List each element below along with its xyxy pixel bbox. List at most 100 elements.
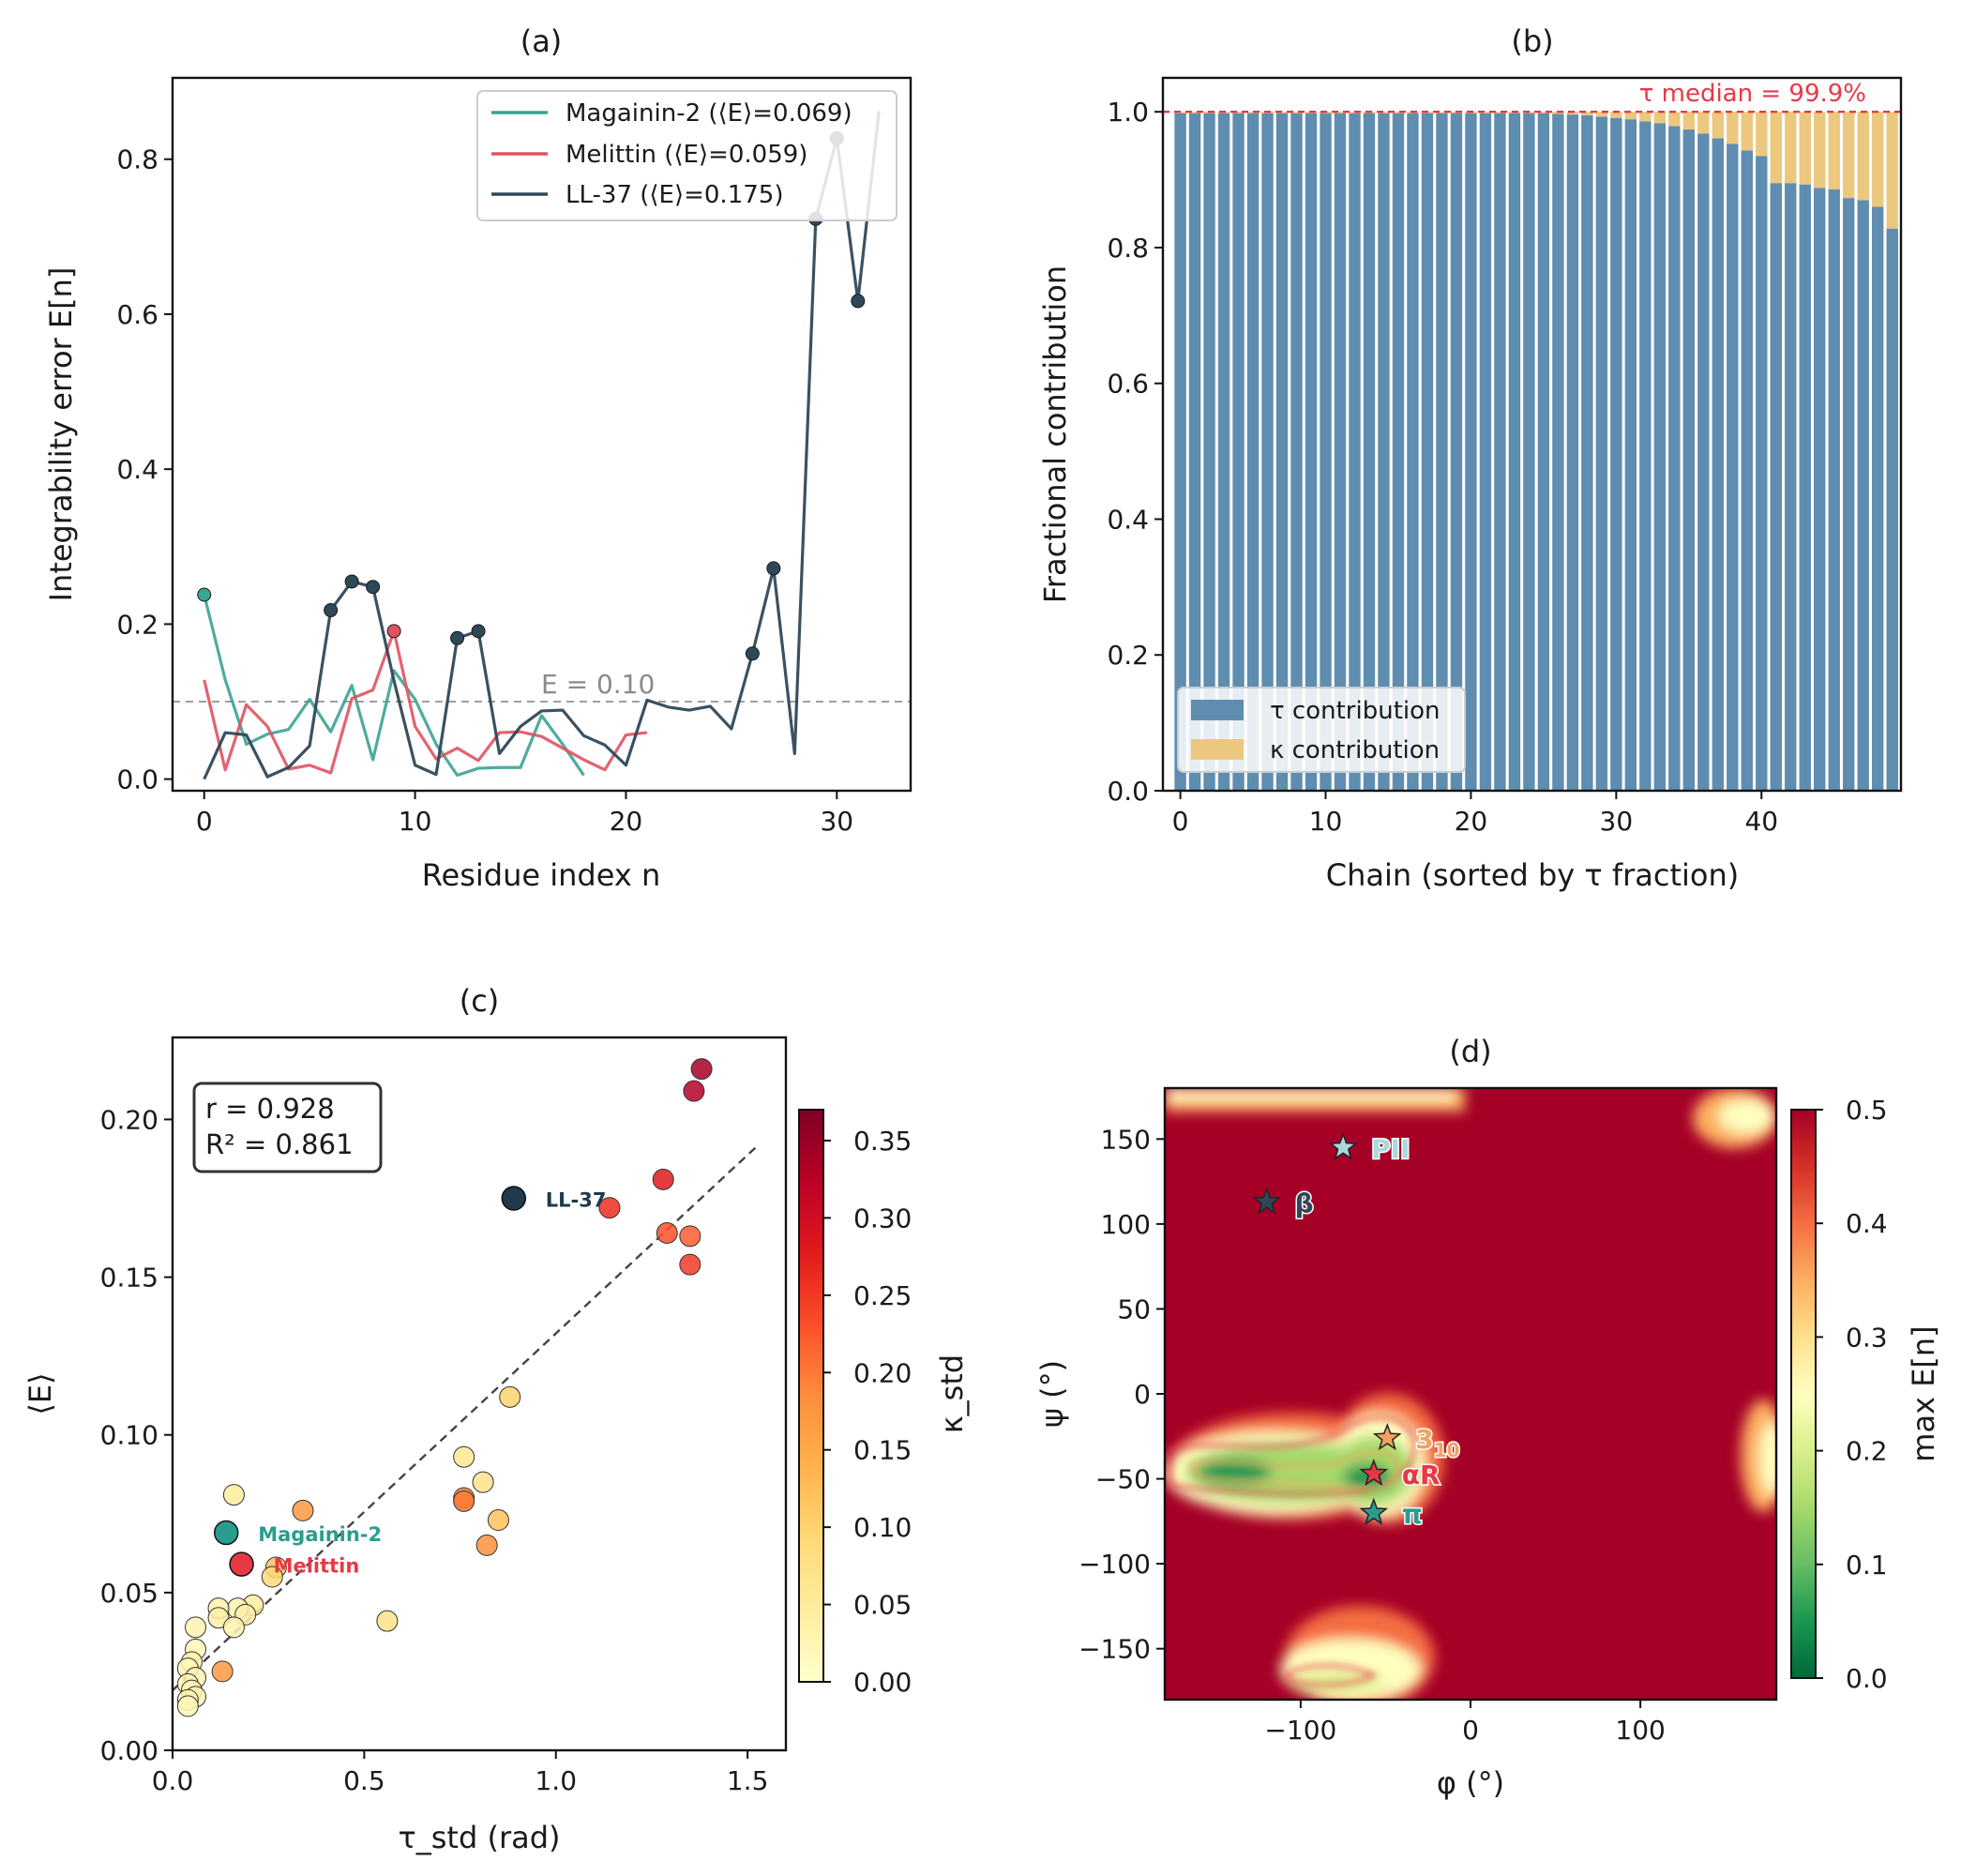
stats-r2: R² = 0.861 xyxy=(205,1128,354,1160)
tau-bar xyxy=(1712,138,1724,791)
panel-a-ytick-label: 0.4 xyxy=(116,454,158,485)
kappa-bar xyxy=(1639,112,1652,122)
panel-a-legend: Magainin-2 (⟨E⟩=0.069) Melittin (⟨E⟩=0.0… xyxy=(476,90,898,221)
tau-bar xyxy=(1872,206,1884,791)
scatter-point xyxy=(472,1471,494,1493)
scatter-point xyxy=(475,1534,498,1556)
tau-bar xyxy=(1363,113,1376,791)
tau-bar xyxy=(1828,189,1840,791)
panel-c-ytick-label: 0.20 xyxy=(100,1104,158,1135)
tau-bar xyxy=(1217,113,1230,791)
colorbar-tick-label: 0.2 xyxy=(1846,1436,1888,1467)
colorbar-tick-label: 0.00 xyxy=(853,1667,912,1698)
panel-a-frame xyxy=(171,76,913,793)
marker-star xyxy=(1372,1422,1402,1451)
kappa-bar xyxy=(1232,112,1244,113)
panel-a-xtick-label: 30 xyxy=(820,806,853,837)
labeled-point-label: Melittin xyxy=(274,1555,360,1578)
tau-bar xyxy=(1537,113,1550,791)
panel-b-xtick-label: 20 xyxy=(1455,806,1488,837)
panel-d: (d) xyxy=(1034,1034,1941,1801)
panel-a-xtick-label: 10 xyxy=(399,806,432,837)
highlight-point xyxy=(324,603,339,618)
colorbar-tick-label: 0.1 xyxy=(1846,1550,1888,1581)
panel-d-title: (d) xyxy=(1449,1034,1491,1069)
tau-bar xyxy=(1668,126,1681,791)
kappa-bar xyxy=(1494,112,1506,113)
panel-b-ytick-label: 0.0 xyxy=(1107,776,1149,807)
scatter-point xyxy=(185,1616,207,1639)
panel-b-xtick-label: 40 xyxy=(1744,806,1778,837)
panel-d-xtick-label: 100 xyxy=(1615,1715,1665,1746)
labeled-point-label: Magainin-2 xyxy=(258,1523,382,1546)
kappa-bar xyxy=(1843,112,1855,199)
scatter-point xyxy=(679,1225,701,1248)
panel-b-xlabel: Chain (sorted by τ fraction) xyxy=(1326,857,1739,893)
tau-bar xyxy=(1785,183,1797,791)
colorbar-tick-label: 0.20 xyxy=(853,1357,912,1388)
panel-c-xlabel: τ_std (rad) xyxy=(398,1820,560,1855)
kappa-bar xyxy=(1814,112,1826,189)
highlight-point xyxy=(450,630,465,645)
kappa-bar xyxy=(1290,112,1303,113)
panel-b-xtick-label: 10 xyxy=(1309,806,1343,837)
tau-bar xyxy=(1756,156,1768,791)
labeled-point xyxy=(213,1520,239,1546)
colorbar-tick-label: 0.0 xyxy=(1846,1663,1888,1694)
panel-b-legend: τ contribution κ contribution xyxy=(1177,687,1466,773)
kappa-bar xyxy=(1436,112,1448,113)
scatter-point xyxy=(261,1566,283,1588)
kappa-bar xyxy=(1727,112,1739,144)
tau-bar xyxy=(1610,117,1622,791)
kappa-bar xyxy=(1857,112,1869,201)
tau-bar xyxy=(1465,113,1477,791)
legend-label-tau: τ contribution xyxy=(1270,697,1441,725)
kappa-bar xyxy=(1697,112,1710,134)
tau-bar xyxy=(1566,114,1579,791)
tau-bar xyxy=(1349,113,1361,791)
kappa-bar xyxy=(1682,112,1696,130)
stats-r: r = 0.928 xyxy=(205,1093,335,1125)
panel-a-ylabel: Integrability error E[n] xyxy=(43,267,79,602)
kappa-bar xyxy=(1785,112,1797,184)
tau-bar xyxy=(1305,113,1318,791)
panel-c-colorbar xyxy=(798,1109,824,1683)
tau-bar xyxy=(1727,144,1739,791)
scatter-point xyxy=(679,1253,701,1276)
panel-c-xtick-label: 0.5 xyxy=(343,1765,385,1796)
panel-b-ylabel: Fractional contribution xyxy=(1037,265,1073,603)
panel-d-ytick-label: −50 xyxy=(1095,1464,1151,1495)
kappa-bar xyxy=(1799,112,1811,185)
kappa-bar xyxy=(1566,112,1579,115)
legend-label-magainin: Magainin-2 (⟨E⟩=0.069) xyxy=(566,99,852,128)
panel-a-title: (a) xyxy=(520,23,563,59)
highlight-point xyxy=(344,574,359,589)
panel-c-frame xyxy=(171,1036,788,1752)
highlight-point xyxy=(851,294,866,309)
scatter-point xyxy=(499,1385,521,1408)
scatter-point xyxy=(453,1490,475,1512)
tau-bar xyxy=(1174,113,1186,791)
tau-bar xyxy=(1246,113,1260,791)
tau-bar xyxy=(1334,113,1347,791)
colorbar-tick-label: 0.4 xyxy=(1846,1208,1888,1239)
panel-c: (c) LL-37 Magainin-2 Melittin 0.0 0.5 1.0 1.5… xyxy=(23,983,970,1855)
tau-bar xyxy=(1494,113,1506,791)
panel-d-colorbar-label: max E[n] xyxy=(1906,1325,1941,1461)
tau-bar xyxy=(1697,133,1710,791)
colorbar-tick-label: 0.3 xyxy=(1846,1322,1888,1353)
colorbar-tick-label: 0.35 xyxy=(853,1126,912,1157)
kappa-bar xyxy=(1872,112,1884,207)
tau-bar xyxy=(1843,198,1855,791)
panel-c-colorbar-label: κ_std xyxy=(934,1354,970,1433)
series-line-0 xyxy=(203,594,585,778)
panel-d-ytick-label: 100 xyxy=(1101,1209,1151,1240)
kappa-bar xyxy=(1595,112,1608,117)
tau-bar xyxy=(1523,113,1535,791)
panel-c-xtick-label: 0.0 xyxy=(152,1765,194,1796)
panel-a-ytick-label: 0.8 xyxy=(116,144,158,175)
marker-star xyxy=(1252,1187,1282,1215)
tau-bar xyxy=(1682,129,1696,791)
kappa-bar xyxy=(1581,112,1593,115)
